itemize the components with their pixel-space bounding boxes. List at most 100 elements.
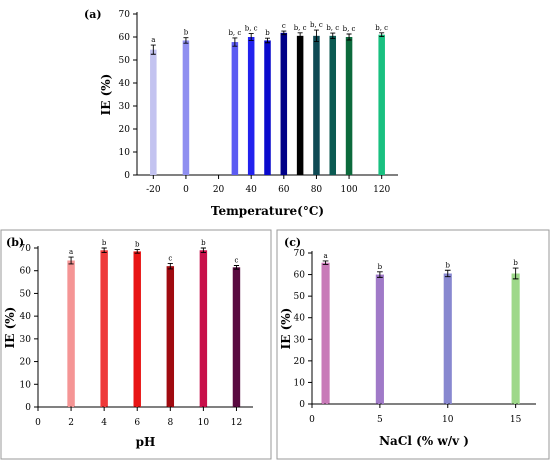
panel-c-error-bar <box>512 267 519 280</box>
panel-a-error-bar <box>232 37 238 47</box>
panel-b-x-tick-label: 10 <box>198 418 210 428</box>
panel-b-x-tick-label: 4 <box>101 418 107 428</box>
panel-b-x-tick-label: 0 <box>35 418 41 428</box>
panel-b-significance-label: b <box>102 239 107 247</box>
panel-a-significance-label: a <box>151 36 155 44</box>
panel-a-x-tick-label: 60 <box>278 185 290 195</box>
panel-c-significance-label: b <box>378 263 383 271</box>
panel-b-bar <box>133 251 141 407</box>
panel-a-error-bar <box>346 33 352 41</box>
panel-c-y-tick-label: 40 <box>294 314 306 324</box>
panel-a-error-bar <box>265 37 270 44</box>
panel-a-error-bar <box>330 32 336 40</box>
panel-a-y-tick-label: 20 <box>119 125 131 135</box>
panel-a-error-bar <box>183 37 189 44</box>
panel-b-x-tick-label: 6 <box>134 418 140 428</box>
panel-b-x-axis-label: pH <box>136 435 156 449</box>
panel-a-x-tick-label: 80 <box>311 185 323 195</box>
panel-c-y-tick-label: 10 <box>294 378 306 388</box>
panel-a-error-bar <box>379 32 385 37</box>
panel-c-y-tick-label: 20 <box>294 357 306 367</box>
panel-a-y-tick-label: 10 <box>119 148 131 158</box>
panel-b: (b) 0 10 20 30 40 50 60 70 0 2 4 6 8 10 12 a b b c b c IE (%) p… <box>3 236 253 449</box>
panel-b-y-tick-label: 50 <box>20 289 32 299</box>
panel-a-significance-label: c <box>282 22 286 30</box>
panel-a-y-tick-label: 0 <box>124 171 130 181</box>
panel-b-y-tick-label: 10 <box>20 380 32 390</box>
panel-b-bar <box>199 250 208 407</box>
panel-c-x-axis-label: NaCl (% w/v ) <box>379 434 469 448</box>
panel-a-label: (a) <box>84 8 102 21</box>
panel-a-bar <box>345 37 353 175</box>
panel-a-y-tick-label: 70 <box>119 10 131 20</box>
panel-c-significance-label: b <box>513 259 518 267</box>
panel-a-error-bar <box>313 29 319 43</box>
panel-a-bar <box>182 40 190 176</box>
panel-c-y-tick-label: 50 <box>294 292 306 302</box>
panel-a-significance-label: b, c <box>228 29 241 37</box>
panel-b-significance-label: b <box>135 241 140 249</box>
panel-a-x-tick-label: 100 <box>340 185 357 195</box>
panel-a-bar <box>247 37 255 175</box>
panel-b-y-axis-label: IE (%) <box>3 307 17 349</box>
panel-a-bar <box>264 40 271 176</box>
panel-a-significance-label: b, c <box>294 24 307 32</box>
panel-c-y-tick-label: 60 <box>294 271 306 281</box>
panel-a-bar <box>296 35 304 175</box>
panel-b-error-bar <box>101 247 107 253</box>
panel-c-x-tick-label: 0 <box>309 415 315 425</box>
panel-a-bar <box>313 35 320 175</box>
panel-b-border <box>0 229 272 460</box>
panel-b-error-bar <box>68 256 74 265</box>
panel-c-bar <box>375 274 384 404</box>
panel-a-significance-label: b <box>184 29 189 37</box>
panel-a-x-tick-label: 20 <box>213 185 225 195</box>
panel-c-significance-label: a <box>323 252 327 260</box>
panel-b-error-bar <box>200 247 206 253</box>
panel-a-y-tick-label: 30 <box>119 102 131 112</box>
panel-b-x-tick-label: 2 <box>68 418 74 428</box>
panel-c-x-tick-label: 5 <box>377 415 383 425</box>
panel-c-significance-label: b <box>446 261 451 269</box>
panel-b-error-bar <box>233 265 240 270</box>
panel-c-y-tick-label: 0 <box>299 400 305 410</box>
panel-c-y-axis-label: IE (%) <box>279 308 293 350</box>
panel-b-error-bar <box>167 262 173 270</box>
panel-c-x-tick-label: 15 <box>510 415 522 425</box>
panel-c-border <box>276 229 550 460</box>
panel-a-significance-label: b, c <box>245 25 258 33</box>
panel-b-bar <box>232 267 241 407</box>
panel-c-x-tick-label: 10 <box>442 415 454 425</box>
panel-a-y-tick-label: 50 <box>119 56 131 66</box>
panel-a-error-bar <box>150 44 156 55</box>
panel-a-x-tick-label: 120 <box>373 185 390 195</box>
panel-b-bar <box>166 266 175 407</box>
panel-b-error-bar <box>134 249 140 254</box>
panel-b-y-tick-label: 20 <box>20 358 32 368</box>
panel-c-error-bar <box>322 260 329 265</box>
panel-b-y-tick-label: 70 <box>20 244 32 254</box>
panel-a-significance-label: b, c <box>375 24 388 32</box>
panel-a-y-tick-label: 40 <box>119 79 131 89</box>
panel-a-x-tick-label: -20 <box>146 185 161 195</box>
panel-c-error-bar <box>377 271 383 278</box>
panel-b-y-tick-label: 30 <box>20 335 32 345</box>
panel-a-x-axis-label: Temperature(°C) <box>211 204 324 218</box>
panel-a-bar <box>231 42 239 176</box>
panel-c-label: (c) <box>284 236 301 249</box>
panel-b-significance-label: c <box>168 254 172 262</box>
panel-b-label: (b) <box>6 236 24 249</box>
panel-a-bar <box>280 32 288 175</box>
panel-a: (a) 0 10 20 30 40 50 60 70 -20 0 20 40 60 80 100 120 a b b,… <box>84 8 398 218</box>
panel-a-error-bar <box>248 33 254 41</box>
panel-c-bar <box>511 273 520 404</box>
panel-b-bar <box>100 250 108 407</box>
panel-b-significance-label: a <box>69 248 73 256</box>
panel-b-y-tick-label: 60 <box>20 267 32 277</box>
panel-b-y-tick-label: 0 <box>25 403 31 413</box>
panel-c-bar <box>321 262 330 404</box>
panel-a-bar <box>329 35 337 175</box>
panel-a-error-bar <box>297 32 303 40</box>
panel-b-significance-label: c <box>235 256 239 264</box>
